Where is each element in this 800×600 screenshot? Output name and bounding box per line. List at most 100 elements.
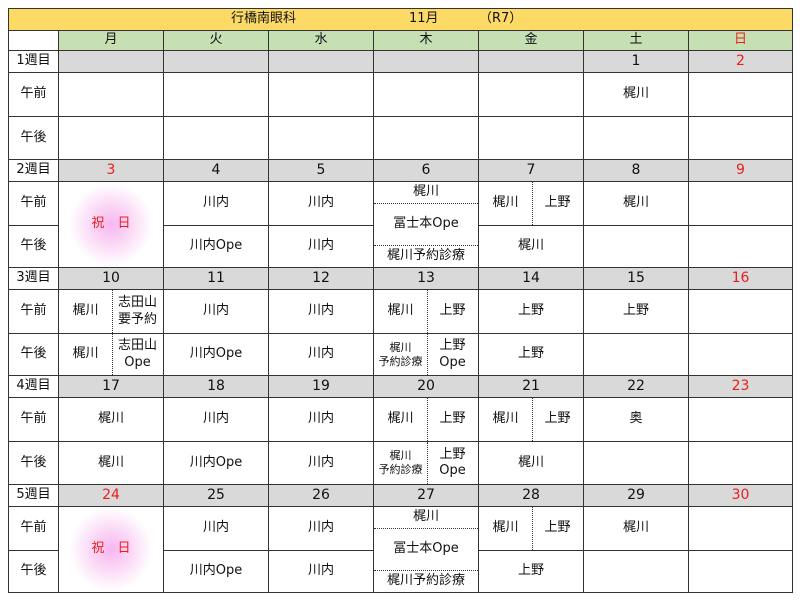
am-label: 午前 xyxy=(8,181,59,226)
date-cell: 7 xyxy=(478,159,584,182)
doctor-left: 梶川 予約診療 xyxy=(378,449,423,476)
schedule-cell-am xyxy=(58,72,164,117)
date-cell xyxy=(373,50,479,73)
date-cell: 13 xyxy=(373,267,479,290)
title-bar: 行橋南眼科 11月 （R7） xyxy=(8,8,793,31)
schedule-cell-am xyxy=(478,72,584,117)
schedule-cell-am xyxy=(163,72,269,117)
am-label: 午前 xyxy=(8,72,59,117)
schedule-stack-cell: 梶川 冨士本Ope 梶川予約診療 xyxy=(373,181,479,268)
dotted-divider xyxy=(532,398,533,441)
week-label: 1週目 xyxy=(8,50,59,73)
doctor-right: 上野 Ope xyxy=(439,338,466,370)
dotted-divider xyxy=(374,528,478,529)
date-cell: 27 xyxy=(373,484,479,507)
date-cell: 17 xyxy=(58,375,164,398)
schedule-cell-pm: 梶川 xyxy=(478,441,584,485)
doctor-right: 上野 xyxy=(439,303,466,319)
schedule-cell-pm: 川内 xyxy=(268,441,374,485)
doctor-left: 梶川 xyxy=(72,346,99,362)
date-cell: 3 xyxy=(58,159,164,182)
schedule-cell-pm xyxy=(688,116,793,160)
schedule-cell-am xyxy=(688,397,793,442)
holiday-cell: 祝 日 xyxy=(58,181,164,268)
schedule-cell-pm: 梶川 xyxy=(58,441,164,485)
schedule-cell-am xyxy=(373,72,479,117)
dotted-divider xyxy=(427,290,428,333)
doctor-right: 上野 Ope xyxy=(439,446,466,478)
doctor-left: 梶川 xyxy=(387,411,414,427)
schedule-cell-pm xyxy=(268,116,374,160)
stack-bottom: 梶川予約診療 xyxy=(386,573,465,589)
schedule-split-cell-am: 梶川 上野 xyxy=(478,181,584,226)
weekday-header: 火 xyxy=(163,30,269,51)
schedule-cell-am: 川内 xyxy=(163,506,269,551)
date-cell: 18 xyxy=(163,375,269,398)
date-cell: 16 xyxy=(688,267,793,290)
date-cell: 6 xyxy=(373,159,479,182)
doctor-right: 上野 xyxy=(439,411,466,427)
date-cell: 10 xyxy=(58,267,164,290)
pm-label: 午後 xyxy=(8,550,59,593)
schedule-cell-pm: 上野 xyxy=(478,550,584,593)
schedule-cell-am: 川内 xyxy=(268,289,374,334)
date-cell: 8 xyxy=(583,159,689,182)
schedule-cell-pm xyxy=(688,333,793,376)
date-cell: 12 xyxy=(268,267,374,290)
date-cell: 24 xyxy=(58,484,164,507)
weekday-header: 水 xyxy=(268,30,374,51)
schedule-cell-am: 川内 xyxy=(268,506,374,551)
schedule-cell-am xyxy=(688,72,793,117)
schedule-cell-am: 梶川 xyxy=(583,181,689,226)
era-label: （R7） xyxy=(479,11,523,27)
date-cell: 19 xyxy=(268,375,374,398)
week-label: 5週目 xyxy=(8,484,59,507)
stack-middle: 冨士本Ope xyxy=(393,541,459,557)
schedule-split-cell-pm: 梶川 志田山 Ope xyxy=(58,333,164,376)
weekday-header: 月 xyxy=(58,30,164,51)
am-label: 午前 xyxy=(8,397,59,442)
weekday-header: 木 xyxy=(373,30,479,51)
date-cell: 14 xyxy=(478,267,584,290)
corner-cell xyxy=(8,30,59,51)
doctor-left: 梶川 xyxy=(492,520,519,536)
date-cell: 1 xyxy=(583,50,689,73)
schedule-cell-am: 梶川 xyxy=(583,506,689,551)
weekday-header: 土 xyxy=(583,30,689,51)
schedule-cell-am: 川内 xyxy=(163,289,269,334)
date-cell: 11 xyxy=(163,267,269,290)
schedule-cell-pm xyxy=(583,116,689,160)
dotted-divider xyxy=(427,398,428,441)
date-cell: 25 xyxy=(163,484,269,507)
schedule-cell-pm: 川内 xyxy=(268,550,374,593)
date-cell: 2 xyxy=(688,50,793,73)
date-cell xyxy=(268,50,374,73)
stack-bottom: 梶川予約診療 xyxy=(386,248,465,264)
schedule-cell-am: 上野 xyxy=(583,289,689,334)
schedule-cell-am: 梶川 xyxy=(58,397,164,442)
date-cell: 26 xyxy=(268,484,374,507)
stack-top: 梶川 xyxy=(412,509,439,525)
schedule-cell-am xyxy=(268,72,374,117)
schedule-cell-am: 川内 xyxy=(268,397,374,442)
date-cell: 23 xyxy=(688,375,793,398)
schedule-split-cell-am: 梶川 上野 xyxy=(478,506,584,551)
schedule-split-cell-am: 梶川 上野 xyxy=(478,397,584,442)
week-label: 4週目 xyxy=(8,375,59,398)
schedule-split-cell-pm: 梶川 予約診療 上野 Ope xyxy=(373,441,479,485)
schedule-cell-pm xyxy=(688,225,793,268)
schedule-cell-pm: 川内Ope xyxy=(163,550,269,593)
pm-label: 午後 xyxy=(8,441,59,485)
dotted-divider xyxy=(532,507,533,550)
dotted-divider xyxy=(112,290,113,333)
schedule-cell-pm: 上野 xyxy=(478,333,584,376)
date-cell: 5 xyxy=(268,159,374,182)
schedule-cell-am: 川内 xyxy=(163,181,269,226)
schedule-cell-am: 奥 xyxy=(583,397,689,442)
dotted-divider xyxy=(374,203,478,204)
doctor-left: 梶川 予約診療 xyxy=(378,340,423,368)
date-cell: 9 xyxy=(688,159,793,182)
doctor-right: 志田山 Ope xyxy=(117,338,157,370)
date-cell: 22 xyxy=(583,375,689,398)
schedule-cell-pm xyxy=(373,116,479,160)
